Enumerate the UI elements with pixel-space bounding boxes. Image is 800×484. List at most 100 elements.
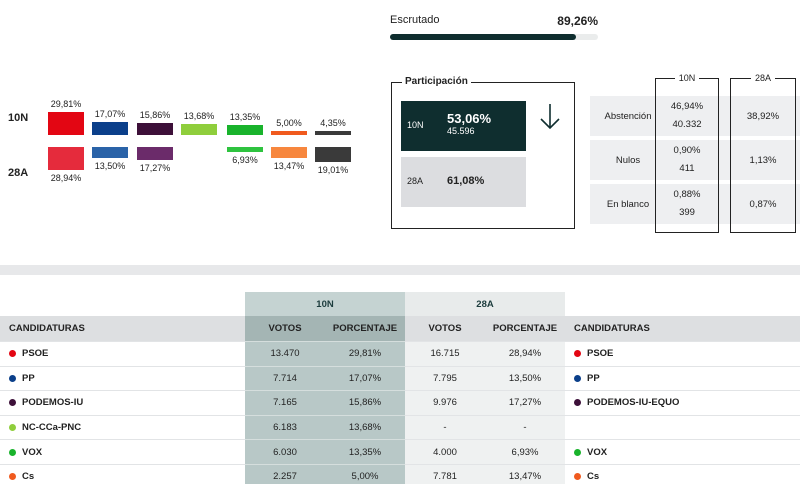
bar-10n-rect bbox=[315, 131, 351, 135]
abstencion-10n-votes: 40.332 bbox=[672, 119, 702, 130]
bar-10n-rect bbox=[271, 131, 307, 135]
party-color-dot bbox=[574, 399, 581, 407]
row-party-28a: Cs bbox=[565, 464, 800, 484]
bar-10n-pp: 17,07% bbox=[92, 0, 128, 135]
row-votos-10n: 6.183 bbox=[245, 414, 325, 440]
column-header-28a: 28A bbox=[750, 73, 775, 83]
row-votos-10n: 2.257 bbox=[245, 464, 325, 484]
party-color-dot bbox=[9, 374, 16, 382]
abstencion-row-label: Abstención bbox=[604, 110, 652, 122]
bar-10n-label: 29,81% bbox=[50, 98, 82, 109]
bar-28a-otros: 19,01% bbox=[315, 0, 351, 175]
bar-28a-cs: 13,47% bbox=[271, 0, 307, 171]
row-party-10n: VOX bbox=[0, 439, 245, 464]
nulos-10n-votes: 411 bbox=[679, 163, 695, 174]
nulos-row-label: Nulos bbox=[615, 154, 641, 166]
party-color-dot bbox=[574, 448, 581, 456]
abstencion-10n-pct: 46,94% bbox=[670, 101, 704, 112]
en-blanco-row-28a: 0,87% bbox=[749, 198, 777, 210]
en-blanco-row: En blanco 0,88% 399 0,87% bbox=[590, 184, 800, 224]
row-pct-10n: 17,07% bbox=[325, 365, 405, 391]
participacion-28a-label: 28A bbox=[407, 176, 424, 186]
en-blanco-10n-pct: 0,88% bbox=[673, 189, 701, 200]
party-color-dot bbox=[9, 448, 16, 456]
abstencion-row-28a: 38,92% bbox=[746, 110, 780, 122]
party-color-dot bbox=[574, 350, 581, 358]
bar-10n-label: 5,00% bbox=[276, 118, 302, 128]
col-header-votos-28a: VOTOS bbox=[405, 316, 485, 341]
bar-28a-rect bbox=[271, 147, 307, 158]
party-color-dot bbox=[574, 473, 581, 481]
participacion-10n-box: 10N 53,06% 45.596 bbox=[401, 101, 526, 151]
bar-28a-label: 19,01% bbox=[317, 164, 349, 175]
bar-28a-rect bbox=[92, 147, 128, 158]
bar-10n-podemos-iu: 15,86% bbox=[137, 0, 173, 135]
abstencion-table: Abstención 46,94% 40.332 38,92% Nulos 0,… bbox=[590, 73, 800, 233]
escrutado-track bbox=[390, 34, 598, 40]
row-pct-10n: 29,81% bbox=[325, 341, 405, 366]
column-header-10n: 10N bbox=[674, 73, 700, 83]
bar-28a-label: 6,93% bbox=[232, 155, 258, 166]
row-party-10n: Cs bbox=[0, 464, 245, 484]
bar-10n-otros: 4,35% bbox=[315, 0, 351, 135]
year-label-28a: 28A bbox=[8, 167, 29, 179]
escrutado-label: Escrutado bbox=[390, 14, 440, 26]
group-header-28a: 28A bbox=[405, 292, 565, 316]
row-party-28a: VOX bbox=[565, 439, 800, 464]
row-party-28a: PSOE bbox=[565, 341, 800, 366]
party-color-dot bbox=[9, 424, 16, 432]
row-votos-28a: 16.715 bbox=[405, 341, 485, 366]
bar-10n-rect bbox=[92, 121, 128, 135]
col-header-candidaturas: CANDIDATURAS bbox=[0, 316, 245, 341]
row-votos-28a: - bbox=[405, 414, 485, 440]
bar-10n-nc-cca-pnc: 13,68% bbox=[181, 0, 217, 135]
bar-10n-label: 17,07% bbox=[94, 108, 126, 119]
bar-28a-vox: 6,93% bbox=[227, 0, 263, 165]
row-party-28a: PP bbox=[565, 365, 800, 391]
col-header-porcentaje-10n: PORCENTAJE bbox=[325, 316, 405, 341]
bar-28a-rect bbox=[315, 147, 351, 162]
row-pct-10n: 13,68% bbox=[325, 414, 405, 440]
participacion-10n-pct: 53,06% bbox=[447, 111, 492, 126]
arrow-down-icon bbox=[540, 104, 560, 130]
bar-10n-label: 4,35% bbox=[320, 118, 346, 128]
bar-28a-rect bbox=[137, 147, 173, 161]
bar-28a-psoe: 28,94% bbox=[48, 0, 84, 183]
party-color-dot bbox=[9, 399, 16, 407]
col-header-votos-10n: VOTOS bbox=[245, 316, 325, 341]
row-party-10n: PODEMOS-IU bbox=[0, 390, 245, 415]
nulos-10n-pct: 0,90% bbox=[673, 145, 701, 156]
en-blanco-10n-votes: 399 bbox=[679, 207, 695, 218]
participacion-panel: Participación 10N 53,06% 45.596 28A 61,0… bbox=[391, 76, 575, 229]
participacion-10n-votes: 45.596 bbox=[447, 126, 475, 136]
row-votos-10n: 7.165 bbox=[245, 390, 325, 415]
party-color-dot bbox=[9, 473, 16, 481]
bar-28a-rect bbox=[48, 147, 84, 170]
row-votos-28a: 7.781 bbox=[405, 464, 485, 484]
row-votos-10n: 7.714 bbox=[245, 365, 325, 391]
escrutado-fill bbox=[390, 34, 576, 40]
party-color-dot bbox=[574, 374, 581, 382]
bar-10n-label: 15,86% bbox=[139, 109, 171, 120]
row-pct-10n: 15,86% bbox=[325, 390, 405, 415]
row-pct-28a: 6,93% bbox=[485, 439, 565, 464]
bar-28a-label: 13,50% bbox=[94, 160, 126, 171]
participacion-28a-pct: 61,08% bbox=[447, 175, 485, 187]
abstencion-row: Abstención 46,94% 40.332 38,92% bbox=[590, 96, 800, 136]
col-header-candidaturas-28a: CANDIDATURAS bbox=[565, 316, 800, 341]
bar-28a-label: 17,27% bbox=[139, 163, 171, 174]
participacion-28a-box: 28A 61,08% bbox=[401, 157, 526, 207]
row-votos-10n: 13.470 bbox=[245, 341, 325, 366]
row-pct-28a: 28,94% bbox=[485, 341, 565, 366]
year-label-10n: 10N bbox=[8, 112, 29, 124]
bar-10n-cs: 5,00% bbox=[271, 0, 307, 135]
section-divider bbox=[0, 265, 800, 275]
row-party-28a: PODEMOS-IU-EQUO bbox=[565, 390, 800, 415]
participacion-title: Participación bbox=[402, 76, 471, 87]
bar-28a-podemos-iu: 17,27% bbox=[137, 0, 173, 173]
participacion-10n-label: 10N bbox=[407, 120, 424, 130]
nulos-row: Nulos 0,90% 411 1,13% bbox=[590, 140, 800, 180]
bar-28a-rect bbox=[227, 147, 263, 153]
row-party-10n: PP bbox=[0, 365, 245, 391]
bar-28a-label: 28,94% bbox=[50, 172, 82, 183]
